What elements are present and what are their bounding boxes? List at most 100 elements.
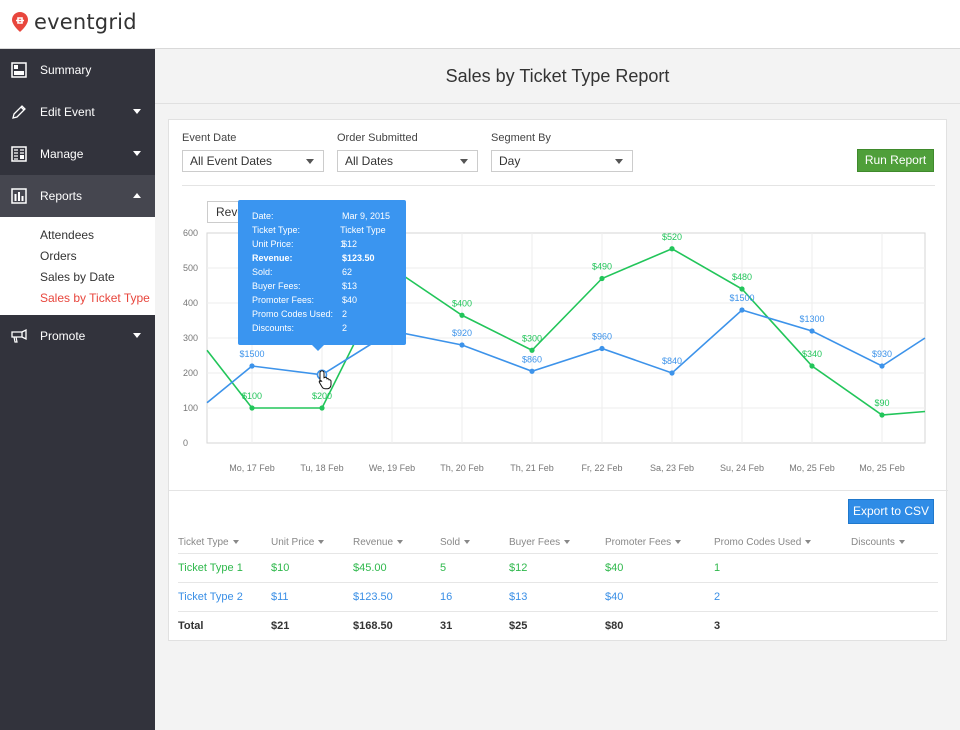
sidebar-item-promote[interactable]: Promote [0, 315, 155, 357]
table-cell: $13 [509, 591, 528, 603]
sidebar-item-label: Summary [40, 63, 92, 77]
y-tick-label: 100 [183, 403, 198, 413]
submenu-item-orders[interactable]: Orders [40, 249, 77, 263]
tooltip-value: Ticket Type 1 [340, 225, 386, 249]
data-point [249, 363, 255, 369]
x-tick-label: Mo, 25 Feb [789, 463, 835, 473]
data-point [669, 246, 675, 252]
tooltip-row: Revenue: $123.50 [252, 251, 392, 265]
sidebar-item-label: Edit Event [40, 105, 95, 119]
column-header-sold[interactable]: Sold [440, 531, 470, 554]
table-cell: $168.50 [353, 620, 393, 632]
sidebar: Summary Edit Event Manage Reports Attend… [0, 49, 155, 730]
tooltip-value: 62 [342, 267, 353, 277]
data-point [669, 370, 675, 376]
x-tick-label: We, 19 Feb [369, 463, 415, 473]
y-tick-label: 300 [183, 333, 198, 343]
table-row: Ticket Type 2 $11 $123.50 16 $13 $40 2 [178, 583, 938, 612]
app-logo[interactable]: eventgrid [12, 10, 137, 34]
run-report-button[interactable]: Run Report [857, 149, 934, 172]
table-cell: $45.00 [353, 562, 387, 574]
order-submitted-value: All Dates [345, 154, 394, 168]
page-header: Sales by Ticket Type Report [155, 49, 960, 104]
table-cell: $80 [605, 620, 624, 632]
order-submitted-select[interactable]: All Dates [337, 150, 478, 172]
x-tick-label: Su, 24 Feb [720, 463, 764, 473]
sidebar-item-summary[interactable]: Summary [0, 49, 155, 91]
data-label: $100 [242, 391, 262, 401]
tooltip-row: Unit Price: $12 [252, 237, 392, 251]
data-point [879, 363, 885, 369]
table-cell: $25 [509, 620, 528, 632]
summary-icon [10, 61, 28, 79]
table-cell: $10 [271, 562, 290, 574]
table-cell: $123.50 [353, 591, 393, 603]
reports-submenu: Attendees Orders Sales by Date Sales by … [0, 217, 155, 315]
chevron-down-icon [133, 333, 141, 338]
table-row: Ticket Type 1 $10 $45.00 5 $12 $40 1 [178, 554, 938, 583]
manage-icon [10, 145, 28, 163]
table-cell: 16 [440, 591, 453, 603]
series-line-1 [206, 247, 926, 416]
tooltip-value: $123.50 [342, 253, 375, 263]
submenu-item-sales-by-date[interactable]: Sales by Date [40, 270, 115, 284]
chevron-down-icon [133, 109, 141, 114]
column-header-revenue[interactable]: Revenue [353, 531, 403, 554]
hand-cursor-icon [318, 370, 332, 390]
submenu-item-sales-by-ticket-type[interactable]: Sales by Ticket Type [40, 291, 150, 305]
data-point [249, 405, 255, 411]
data-label: $400 [452, 298, 472, 308]
tooltip-value: 2 [342, 309, 348, 319]
column-header-buyer-fees[interactable]: Buyer Fees [509, 531, 570, 554]
column-header-promoter-fees[interactable]: Promoter Fees [605, 531, 681, 554]
table-cell: 1 [714, 562, 721, 574]
chevron-down-icon [133, 151, 141, 156]
table-cell: $12 [509, 562, 528, 574]
segment-by-select[interactable]: Day [491, 150, 633, 172]
submenu-item-attendees[interactable]: Attendees [40, 228, 95, 242]
tooltip-key: Promoter Fees: [252, 295, 315, 305]
tooltip-value: 2 [342, 323, 348, 333]
column-header-ticket-type[interactable]: Ticket Type [178, 531, 239, 554]
data-point [599, 345, 605, 352]
sidebar-item-edit-event[interactable]: Edit Event [0, 91, 155, 133]
tooltip-value: Mar 9, 2015 [342, 211, 391, 221]
x-tick-label: Mo, 25 Feb [859, 463, 905, 473]
segment-by-value: Day [499, 154, 521, 168]
column-header-discounts[interactable]: Discounts [851, 531, 905, 554]
sidebar-item-label: Manage [40, 147, 84, 161]
data-label: $480 [732, 272, 752, 282]
tooltip-row: Promo Codes Used: 2 [252, 307, 392, 321]
sidebar-item-reports[interactable]: Reports [0, 175, 155, 217]
bar-chart-icon [10, 187, 28, 205]
x-tick-label: Mo, 17 Feb [229, 463, 275, 473]
data-label: $960 [592, 332, 612, 342]
table-cell: Ticket Type 2 [178, 591, 243, 603]
tooltip-key: Discounts: [252, 323, 295, 333]
table-cell: $11 [271, 591, 289, 603]
data-label: $1300 [799, 314, 824, 324]
table-cell: 3 [714, 620, 721, 632]
export-csv-button[interactable]: Export to CSV [848, 499, 934, 524]
tooltip-key: Sold: [252, 267, 273, 277]
pencil-icon [10, 103, 28, 121]
column-header-unit-price[interactable]: Unit Price [271, 531, 324, 554]
sidebar-item-manage[interactable]: Manage [0, 133, 155, 175]
data-label: $840 [662, 356, 682, 366]
event-date-select[interactable]: All Event Dates [182, 150, 324, 172]
data-label: $300 [522, 333, 542, 343]
data-label: $1500 [239, 349, 264, 359]
page-title: Sales by Ticket Type Report [445, 66, 670, 86]
tooltip-row: Sold: 62 [252, 265, 392, 279]
data-point [739, 307, 745, 313]
tooltip-key: Ticket Type: [252, 225, 301, 235]
x-tick-label: Th, 21 Feb [510, 463, 554, 473]
data-point [809, 363, 815, 369]
column-header-promo-codes-used[interactable]: Promo Codes Used [714, 531, 811, 554]
data-label: $920 [452, 328, 472, 338]
tooltip-key: Buyer Fees: [252, 281, 301, 291]
table-header-row: Ticket Type Unit Price Revenue Sold Buyer Fe… [178, 531, 938, 554]
table-total-row: Total $21 $168.50 31 $25 $80 3 [178, 612, 938, 641]
table-cell: 5 [440, 562, 447, 574]
app-name: eventgrid [34, 10, 137, 34]
